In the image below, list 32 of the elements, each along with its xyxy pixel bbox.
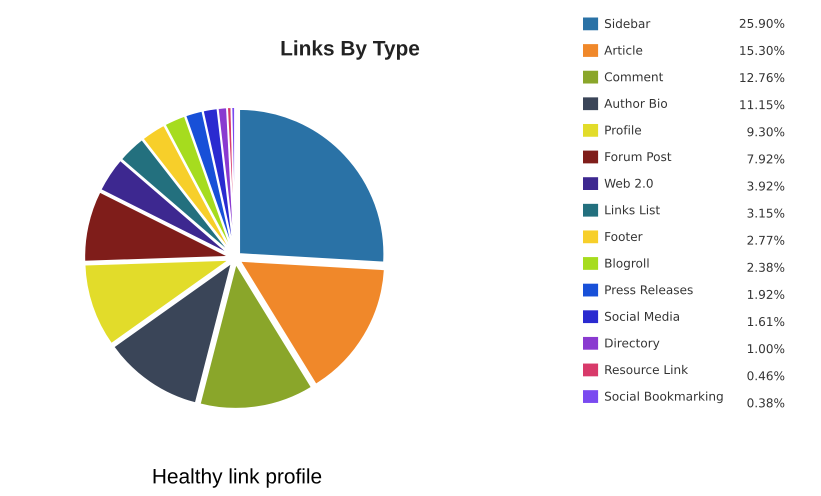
data-label: 9.30% [747,127,784,136]
data-label: 7.92% [748,154,784,164]
data-label: 11.15% [740,100,784,110]
text: Healthy link profile [154,468,322,488]
data-label: 1.92% [748,290,784,300]
data-label: 0.38% [747,398,784,408]
legend-label: Author Bio [604,98,668,108]
data-label: 0.46% [747,371,784,380]
legend-label: Web 2.0 [604,178,653,188]
legend-label: Profile [605,125,642,135]
legend-label: Social Media [604,312,680,321]
legend-label: Comment [604,72,664,82]
data-label: 12.76% [740,73,784,82]
legend-label: Forum Post [605,152,672,162]
data-label: 1.00% [748,344,784,354]
legend-label: Social Bookmarking [604,391,723,404]
data-label: 25.90% [740,18,784,28]
legend-label: Article [604,45,642,55]
data-label: 3.92% [748,181,784,191]
legend-label: Directory [605,338,660,350]
text: Links By Type [282,40,420,60]
data-label: 2.77% [748,236,784,245]
data-label: 2.38% [748,262,784,272]
legend-label: Links List [605,205,660,214]
legend-label: Press Releases [605,284,693,294]
data-label: 3.15% [748,208,784,218]
data-label: 1.61% [748,316,784,326]
legend-label: Footer [605,232,643,242]
data-label: 15.30% [740,46,784,56]
legend-label: Sidebar [604,18,650,28]
legend-label: Blogroll [605,258,649,270]
legend-label: Resource Link [605,364,688,374]
